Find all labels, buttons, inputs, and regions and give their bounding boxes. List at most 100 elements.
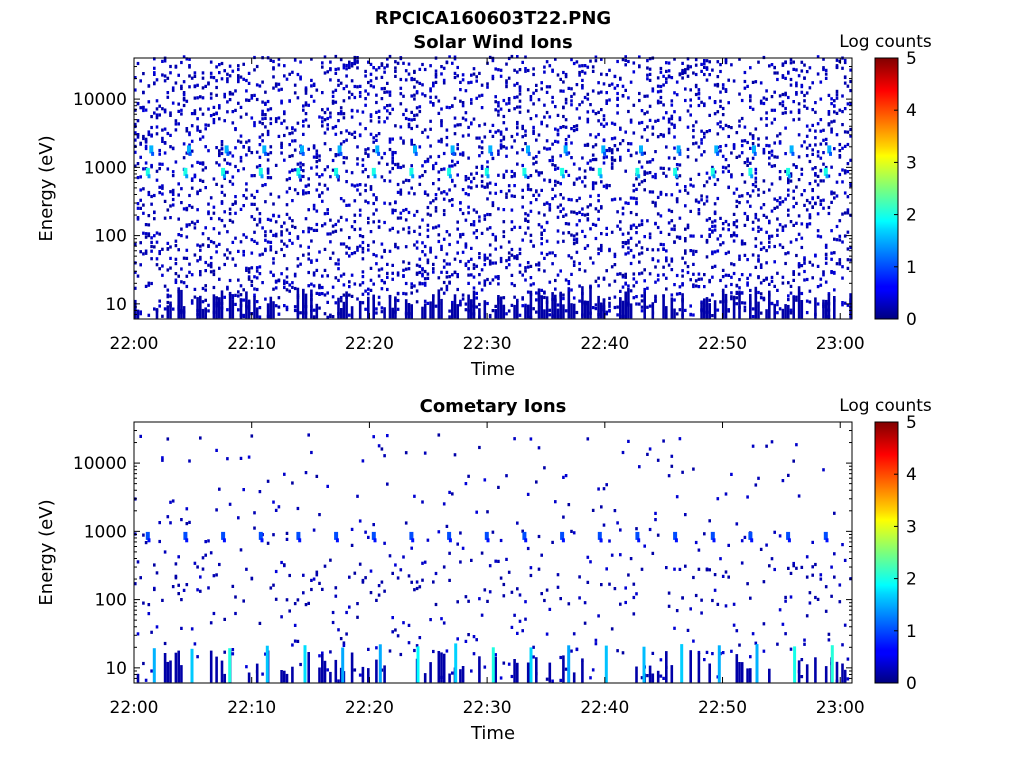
heatmap-cell [231,202,235,206]
heatmap-cell [667,208,671,212]
heatmap-cell [407,125,411,129]
heatmap-cell [174,160,178,164]
heatmap-cell [670,454,674,458]
heatmap-cell [768,156,771,160]
heatmap-cell [269,121,273,126]
heatmap-cell [616,59,619,64]
heatmap-cell [789,174,793,178]
heatmap-cell [442,565,446,569]
heatmap-cell [464,218,468,222]
heatmap-cell [166,241,170,245]
heatmap-cell [356,145,359,149]
heatmap-cell [353,199,357,203]
heatmap-cell [345,84,348,88]
heatmap-cell [475,184,478,188]
heatmap-cell [570,303,573,319]
heatmap-cell [651,200,655,204]
heatmap-cell [269,248,273,252]
heatmap-cell [380,175,384,179]
heatmap-cell [421,267,424,271]
heatmap-cell [323,660,327,683]
heatmap-cell [540,592,543,596]
heatmap-cell [321,285,324,290]
heatmap-cell [250,266,254,270]
heatmap-cell [829,151,832,156]
heatmap-cell [237,64,240,68]
heatmap-cell [627,142,630,146]
heatmap-cell [684,68,687,72]
heatmap-cell [575,107,579,111]
heatmap-cell [442,621,446,625]
heatmap-cell [234,200,237,204]
heatmap-cell [339,296,343,300]
heatmap-cell [147,130,151,134]
heatmap-cell [488,564,492,568]
heatmap-cell [448,242,451,247]
heatmap-cell [816,264,820,268]
heatmap-cell [410,291,413,295]
heatmap-cell [329,115,332,119]
heatmap-cell [253,217,256,221]
heatmap-cell [578,596,581,600]
heatmap-cell [716,132,720,136]
heatmap-cell [410,118,413,122]
heatmap-cell [770,153,774,157]
heatmap-cell [613,279,617,283]
colorbar-tick-label: 0 [906,674,917,694]
heatmap-cell [635,280,638,284]
heatmap-cell [721,165,725,169]
heatmap-cell [824,256,828,261]
heatmap-cell [833,110,836,114]
heatmap-cell [738,662,741,683]
heatmap-cell [201,286,205,291]
heatmap-cell [846,130,850,134]
heatmap-cell [586,142,590,146]
heatmap-cell [662,83,665,87]
heatmap-cell [144,146,148,151]
heatmap-cell [713,300,717,319]
heatmap-cell [399,216,403,220]
heatmap-cell [348,90,351,94]
heatmap-cell [166,167,170,171]
heatmap-cell [638,465,641,469]
heatmap-cell [727,164,730,168]
heatmap-cell [383,220,386,225]
heatmap-cell [665,287,668,291]
heatmap-cell [196,128,199,132]
heatmap-cell [700,598,703,602]
heatmap-cell [554,294,557,319]
heatmap-cell [204,540,207,544]
heatmap-cell [239,456,243,460]
heatmap-cell [353,130,357,134]
heatmap-cell [153,82,156,86]
heatmap-cell [472,635,476,639]
heatmap-cell [838,234,842,238]
heatmap-cell [423,277,427,281]
heatmap-cell [478,308,481,319]
heatmap-cell [505,266,508,270]
heatmap-cell [787,71,790,75]
heatmap-cell [161,264,164,268]
heatmap-cell [440,120,443,124]
heatmap-cell [505,146,508,150]
heatmap-cell [358,244,362,248]
heatmap-cell [746,217,749,221]
heatmap-cell [662,676,665,680]
heatmap-cell [429,213,432,217]
heatmap-cell [499,132,503,136]
heatmap-cell [735,654,739,683]
heatmap-cell [543,309,546,319]
heatmap-cell [386,90,389,94]
heatmap-cell [494,653,497,657]
heatmap-cell [358,562,362,566]
heatmap-cell [639,145,643,154]
heatmap-cell [583,213,587,217]
heatmap-cell [483,122,487,126]
heatmap-cell [472,208,476,212]
heatmap-cell [803,93,806,98]
heatmap-cell [561,538,565,543]
heatmap-cell [364,103,367,107]
heatmap-cell [646,305,649,309]
heatmap-cell [185,284,189,289]
heatmap-cell [134,150,137,154]
